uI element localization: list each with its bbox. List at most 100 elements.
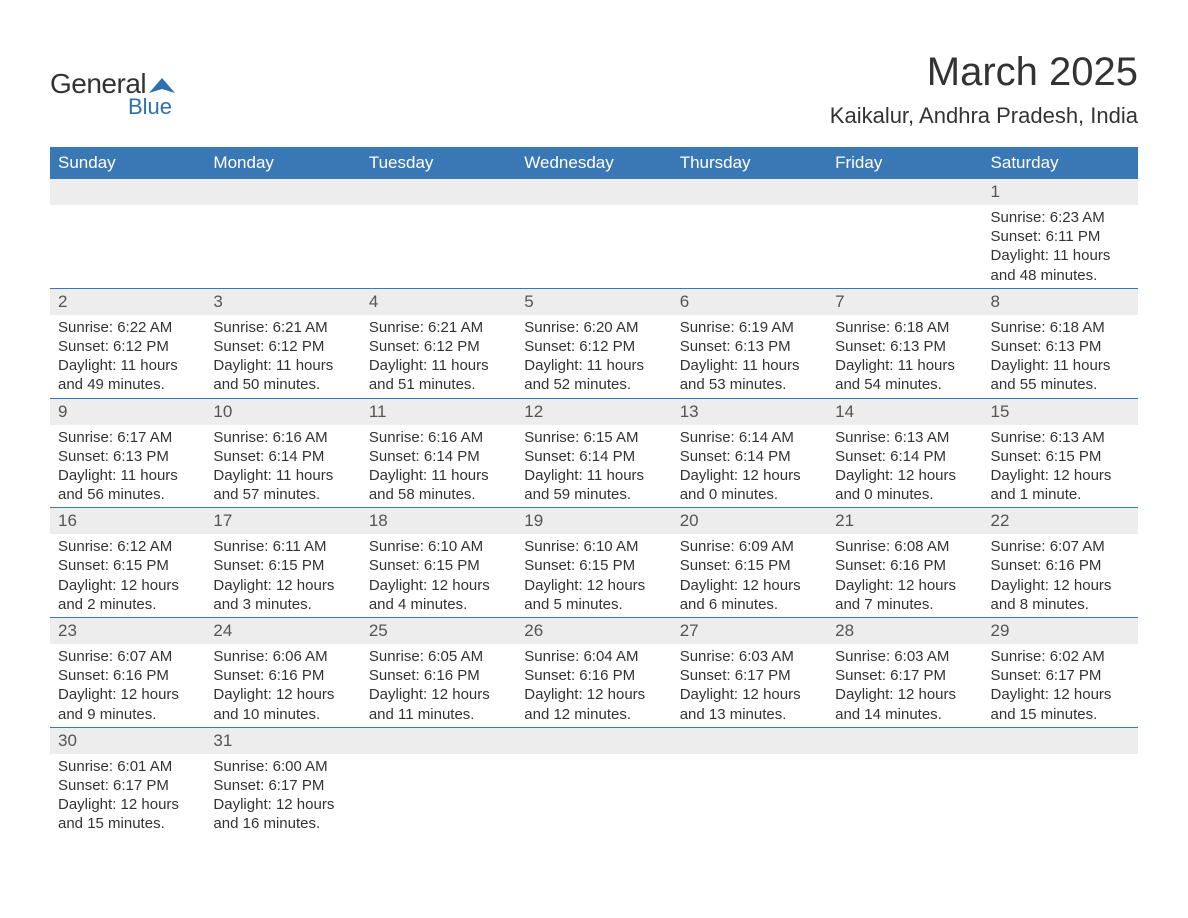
sunset-text: Sunset: 6:14 PM	[369, 447, 508, 466]
sunset-text: Sunset: 6:15 PM	[58, 556, 197, 575]
calendar-cell: 19Sunrise: 6:10 AMSunset: 6:15 PMDayligh…	[516, 508, 671, 618]
sunrise-text: Sunrise: 6:07 AM	[991, 537, 1130, 556]
sunrise-text: Sunrise: 6:11 AM	[213, 537, 352, 556]
day-body: Sunrise: 6:02 AMSunset: 6:17 PMDaylight:…	[983, 644, 1138, 727]
calendar-cell: 4Sunrise: 6:21 AMSunset: 6:12 PMDaylight…	[361, 288, 516, 398]
day-number: 9	[50, 399, 205, 425]
sunrise-text: Sunrise: 6:15 AM	[524, 428, 663, 447]
day-number	[827, 179, 982, 205]
day-number: 28	[827, 618, 982, 644]
day-number	[983, 728, 1138, 754]
sunset-text: Sunset: 6:13 PM	[991, 337, 1130, 356]
day-number: 15	[983, 399, 1138, 425]
sunset-text: Sunset: 6:15 PM	[524, 556, 663, 575]
day-number: 1	[983, 179, 1138, 205]
calendar-week-row: 23Sunrise: 6:07 AMSunset: 6:16 PMDayligh…	[50, 618, 1138, 728]
daylight-text: Daylight: 12 hours and 3 minutes.	[213, 576, 352, 614]
day-body: Sunrise: 6:21 AMSunset: 6:12 PMDaylight:…	[205, 315, 360, 398]
day-body: Sunrise: 6:20 AMSunset: 6:12 PMDaylight:…	[516, 315, 671, 398]
day-body	[983, 754, 1138, 834]
title-block: March 2025 Kaikalur, Andhra Pradesh, Ind…	[830, 50, 1138, 129]
day-number: 12	[516, 399, 671, 425]
day-number	[205, 179, 360, 205]
day-body: Sunrise: 6:05 AMSunset: 6:16 PMDaylight:…	[361, 644, 516, 727]
daylight-text: Daylight: 11 hours and 52 minutes.	[524, 356, 663, 394]
day-body: Sunrise: 6:21 AMSunset: 6:12 PMDaylight:…	[361, 315, 516, 398]
daylight-text: Daylight: 12 hours and 2 minutes.	[58, 576, 197, 614]
sunrise-text: Sunrise: 6:23 AM	[991, 208, 1130, 227]
calendar-cell: 15Sunrise: 6:13 AMSunset: 6:15 PMDayligh…	[983, 398, 1138, 508]
sunset-text: Sunset: 6:12 PM	[213, 337, 352, 356]
daylight-text: Daylight: 11 hours and 48 minutes.	[991, 246, 1130, 284]
day-body	[672, 754, 827, 834]
calendar-cell	[672, 727, 827, 836]
calendar-cell: 20Sunrise: 6:09 AMSunset: 6:15 PMDayligh…	[672, 508, 827, 618]
logo: General Blue	[50, 68, 175, 120]
sunset-text: Sunset: 6:13 PM	[680, 337, 819, 356]
sunset-text: Sunset: 6:17 PM	[991, 666, 1130, 685]
sunset-text: Sunset: 6:14 PM	[213, 447, 352, 466]
day-number: 30	[50, 728, 205, 754]
calendar-cell: 16Sunrise: 6:12 AMSunset: 6:15 PMDayligh…	[50, 508, 205, 618]
day-body: Sunrise: 6:15 AMSunset: 6:14 PMDaylight:…	[516, 425, 671, 508]
calendar-week-row: 2Sunrise: 6:22 AMSunset: 6:12 PMDaylight…	[50, 288, 1138, 398]
day-number: 22	[983, 508, 1138, 534]
day-body: Sunrise: 6:17 AMSunset: 6:13 PMDaylight:…	[50, 425, 205, 508]
sunrise-text: Sunrise: 6:13 AM	[835, 428, 974, 447]
sunrise-text: Sunrise: 6:04 AM	[524, 647, 663, 666]
calendar-cell	[516, 179, 671, 288]
day-body	[361, 754, 516, 834]
sunset-text: Sunset: 6:16 PM	[58, 666, 197, 685]
weekday-header: Friday	[827, 147, 982, 179]
calendar-cell: 14Sunrise: 6:13 AMSunset: 6:14 PMDayligh…	[827, 398, 982, 508]
day-body: Sunrise: 6:03 AMSunset: 6:17 PMDaylight:…	[827, 644, 982, 727]
day-number: 21	[827, 508, 982, 534]
daylight-text: Daylight: 11 hours and 51 minutes.	[369, 356, 508, 394]
daylight-text: Daylight: 11 hours and 53 minutes.	[680, 356, 819, 394]
day-number	[361, 179, 516, 205]
daylight-text: Daylight: 12 hours and 16 minutes.	[213, 795, 352, 833]
calendar-cell	[205, 179, 360, 288]
daylight-text: Daylight: 12 hours and 8 minutes.	[991, 576, 1130, 614]
calendar-cell: 10Sunrise: 6:16 AMSunset: 6:14 PMDayligh…	[205, 398, 360, 508]
sunrise-text: Sunrise: 6:22 AM	[58, 318, 197, 337]
calendar-cell	[361, 727, 516, 836]
calendar-table: Sunday Monday Tuesday Wednesday Thursday…	[50, 147, 1138, 837]
day-number: 11	[361, 399, 516, 425]
day-number: 24	[205, 618, 360, 644]
sunset-text: Sunset: 6:14 PM	[835, 447, 974, 466]
weekday-header: Thursday	[672, 147, 827, 179]
sunrise-text: Sunrise: 6:00 AM	[213, 757, 352, 776]
title-month: March 2025	[830, 50, 1138, 95]
sunrise-text: Sunrise: 6:18 AM	[835, 318, 974, 337]
day-body	[361, 205, 516, 285]
calendar-cell: 31Sunrise: 6:00 AMSunset: 6:17 PMDayligh…	[205, 727, 360, 836]
day-body: Sunrise: 6:08 AMSunset: 6:16 PMDaylight:…	[827, 534, 982, 617]
sunset-text: Sunset: 6:17 PM	[835, 666, 974, 685]
day-body: Sunrise: 6:01 AMSunset: 6:17 PMDaylight:…	[50, 754, 205, 837]
day-number: 13	[672, 399, 827, 425]
weekday-header: Saturday	[983, 147, 1138, 179]
sunrise-text: Sunrise: 6:17 AM	[58, 428, 197, 447]
sunrise-text: Sunrise: 6:09 AM	[680, 537, 819, 556]
day-body	[672, 205, 827, 285]
sunset-text: Sunset: 6:16 PM	[213, 666, 352, 685]
daylight-text: Daylight: 11 hours and 49 minutes.	[58, 356, 197, 394]
day-number: 25	[361, 618, 516, 644]
calendar-cell	[983, 727, 1138, 836]
day-number: 3	[205, 289, 360, 315]
day-body: Sunrise: 6:06 AMSunset: 6:16 PMDaylight:…	[205, 644, 360, 727]
logo-text-blue: Blue	[128, 94, 175, 120]
day-number: 18	[361, 508, 516, 534]
logo-triangle-icon	[149, 75, 175, 93]
weekday-header-row: Sunday Monday Tuesday Wednesday Thursday…	[50, 147, 1138, 179]
calendar-cell: 6Sunrise: 6:19 AMSunset: 6:13 PMDaylight…	[672, 288, 827, 398]
sunrise-text: Sunrise: 6:16 AM	[369, 428, 508, 447]
sunset-text: Sunset: 6:11 PM	[991, 227, 1130, 246]
day-body: Sunrise: 6:14 AMSunset: 6:14 PMDaylight:…	[672, 425, 827, 508]
calendar-cell: 26Sunrise: 6:04 AMSunset: 6:16 PMDayligh…	[516, 618, 671, 728]
day-body: Sunrise: 6:12 AMSunset: 6:15 PMDaylight:…	[50, 534, 205, 617]
calendar-cell: 29Sunrise: 6:02 AMSunset: 6:17 PMDayligh…	[983, 618, 1138, 728]
day-body: Sunrise: 6:23 AMSunset: 6:11 PMDaylight:…	[983, 205, 1138, 288]
sunset-text: Sunset: 6:12 PM	[369, 337, 508, 356]
